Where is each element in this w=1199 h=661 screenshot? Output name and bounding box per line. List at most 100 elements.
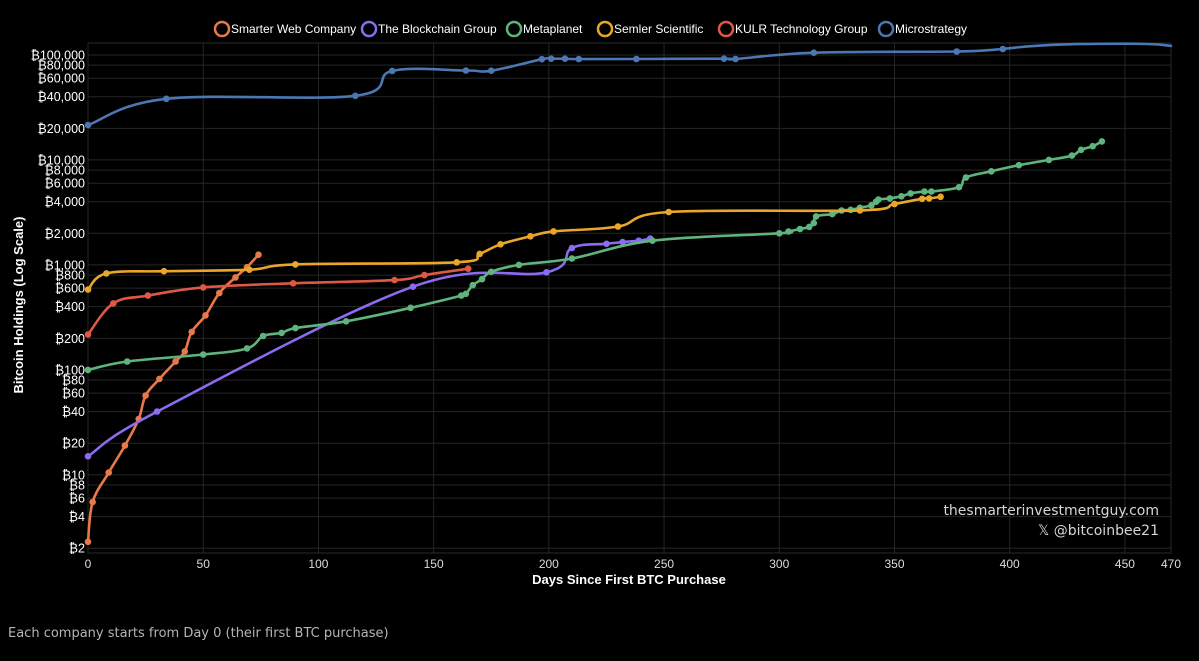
y-tick-label: ₿60,000 — [38, 72, 86, 86]
data-point — [962, 174, 970, 181]
data-point — [1045, 156, 1053, 164]
x-tick-label: 250 — [654, 557, 674, 571]
data-point — [886, 195, 894, 202]
data-point — [829, 210, 836, 218]
data-point — [561, 55, 569, 62]
legend-item-semler-scientific[interactable]: Semler Scientific — [596, 20, 703, 38]
data-point — [1089, 142, 1096, 150]
y-tick-label: ₿100 — [55, 363, 85, 377]
data-point — [515, 261, 523, 269]
data-point — [255, 251, 262, 258]
data-point — [856, 207, 864, 214]
data-point — [575, 55, 583, 63]
data-point — [720, 55, 728, 62]
data-point — [810, 49, 818, 56]
legend-item-metaplanet[interactable]: Metaplanet — [505, 20, 583, 38]
legend-item-kulr-technology-group[interactable]: KULR Technology Group — [717, 20, 868, 38]
x-axis-title: Days Since First BTC Purchase — [532, 572, 726, 587]
legend-label: Smarter Web Company — [231, 22, 356, 36]
data-point — [805, 223, 813, 231]
data-point — [84, 286, 92, 293]
data-point — [172, 358, 179, 365]
legend-swatch-icon — [213, 20, 231, 38]
data-point — [246, 266, 253, 274]
y-tick-label: ₿400 — [55, 300, 85, 314]
y-tick-label: ₿40,000 — [38, 90, 86, 104]
legend-label: Microstrategy — [895, 22, 967, 36]
data-point — [1015, 161, 1023, 169]
data-point — [633, 55, 640, 63]
data-point — [649, 237, 656, 244]
data-point — [216, 289, 223, 297]
x-tick-label: 400 — [1000, 557, 1020, 571]
x-tick-label: 50 — [197, 557, 211, 571]
y-tick-label: ₿2 — [69, 542, 85, 556]
data-point — [160, 267, 168, 275]
data-point — [388, 67, 396, 75]
legend-swatch-icon — [596, 20, 614, 38]
data-point — [462, 67, 470, 74]
data-point — [278, 329, 285, 337]
legend-swatch-icon — [360, 20, 378, 38]
data-point — [527, 233, 534, 240]
data-point — [810, 219, 818, 227]
axes: 0 50 100 150 200 250 300 350 400 450 470₿2₿4₿6₿8₿1… — [31, 48, 1182, 571]
data-point — [243, 345, 251, 352]
legend-label: Metaplanet — [523, 22, 583, 36]
y-tick-label: ₿10 — [62, 468, 85, 482]
data-point — [925, 195, 933, 202]
legend[interactable]: Smarter Web Company The Blockchain Group M… — [213, 20, 967, 38]
y-tick-label: ₿40 — [62, 405, 85, 419]
data-point — [875, 196, 882, 203]
series-layer — [84, 42, 1173, 546]
legend-item-smarter-web-company[interactable]: Smarter Web Company — [213, 20, 356, 38]
legend-swatch-icon — [505, 20, 523, 38]
data-point — [453, 259, 461, 266]
legend-item-the-blockchain-group[interactable]: The Blockchain Group — [360, 20, 497, 38]
legend-swatch-icon — [717, 20, 735, 38]
y-tick-label: ₿60 — [62, 387, 85, 401]
data-point — [469, 281, 477, 289]
y-tick-label: ₿8,000 — [44, 164, 85, 178]
y-tick-label: ₿80 — [62, 374, 85, 388]
data-point — [103, 270, 110, 277]
x-tick-label: 450 — [1115, 557, 1135, 571]
data-point — [603, 240, 610, 248]
data-point — [937, 193, 944, 201]
data-point — [407, 304, 414, 312]
series-kulr-technology-group — [84, 265, 472, 338]
data-point — [110, 300, 117, 307]
data-point — [199, 351, 207, 358]
data-point — [476, 250, 484, 258]
data-point — [89, 498, 96, 506]
data-point — [898, 193, 905, 200]
data-point — [1077, 146, 1085, 154]
legend-item-microstrategy[interactable]: Microstrategy — [877, 20, 967, 38]
data-point — [487, 67, 495, 74]
data-point — [421, 271, 428, 279]
data-point — [121, 442, 129, 449]
y-axis-title: Bitcoin Holdings (Log Scale) — [11, 217, 26, 394]
data-point — [84, 366, 92, 374]
watermark-handle: 𝕏 @bitcoinbee21 — [1038, 523, 1159, 539]
data-point — [163, 95, 170, 103]
data-point — [181, 348, 189, 355]
data-point — [665, 208, 672, 216]
data-point — [156, 375, 163, 383]
grid — [87, 42, 1172, 554]
data-point — [988, 168, 995, 175]
y-tick-label: ₿1,000 — [44, 258, 85, 272]
data-point — [84, 538, 92, 546]
data-point — [123, 358, 131, 365]
data-point — [1068, 152, 1076, 159]
data-point — [84, 121, 92, 129]
data-point — [891, 200, 898, 208]
watermark-site: thesmarterinvestmentguy.com — [943, 503, 1159, 519]
y-tick-label: ₿100,000 — [31, 48, 85, 62]
data-point — [547, 55, 555, 62]
data-point — [921, 188, 928, 195]
data-point — [199, 284, 207, 291]
data-point — [1098, 138, 1106, 145]
legend-swatch-icon — [877, 20, 895, 38]
